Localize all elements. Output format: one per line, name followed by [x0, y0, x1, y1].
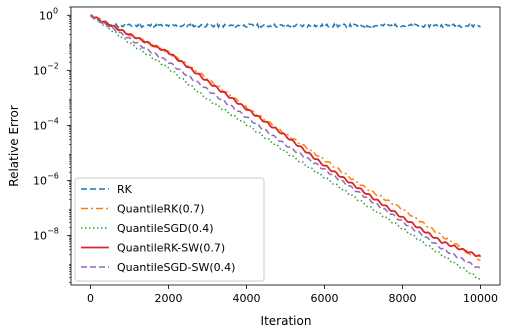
series-line-rk — [90, 14, 481, 29]
axes-frame — [70, 6, 501, 286]
series-line-quantilesgd-0-4- — [90, 14, 481, 281]
series-line-quantilesgd-sw-0-4- — [89, 14, 482, 270]
y-tick-label: 10 — [39, 9, 53, 22]
x-tick-label: 10000 — [463, 292, 498, 305]
y-axis-label: Relative Error — [7, 105, 21, 187]
y-tick-exponent: −6 — [47, 171, 59, 180]
legend-label: QuantileRK(0.7) — [117, 203, 204, 216]
series-layer — [89, 13, 482, 281]
legend-label: RK — [117, 183, 133, 196]
y-tick-label: 10 — [33, 119, 47, 132]
legend: RK QuantileRK(0.7) QuantileSGD(0.4) Quantil… — [74, 177, 265, 282]
legend-box — [74, 177, 265, 282]
y-tick-exponent: −8 — [47, 227, 59, 236]
y-tick-label: 10 — [33, 174, 47, 187]
series-line-quantilerk-sw-0-7- — [89, 14, 482, 258]
legend-label: QuantileRK-SW(0.7) — [117, 242, 225, 255]
x-axis-label: Iteration — [261, 314, 312, 328]
legend-label: QuantileSGD(0.4) — [117, 222, 214, 235]
x-tick-label: 6000 — [311, 292, 339, 305]
x-tick-label: 4000 — [233, 292, 261, 305]
y-tick-label: 10 — [33, 64, 47, 77]
y-tick-exponent: −4 — [47, 116, 59, 125]
y-tick-exponent: −2 — [47, 61, 59, 70]
legend-label: QuantileSGD-SW(0.4) — [117, 261, 235, 274]
y-tick-label: 10 — [33, 230, 47, 243]
x-axis-ticks: 0 2000 4000 6000 8000 10000 — [87, 285, 498, 305]
y-tick-exponent: 0 — [53, 6, 58, 15]
x-tick-label: 2000 — [155, 292, 183, 305]
x-tick-label: 8000 — [389, 292, 417, 305]
x-tick-label: 0 — [87, 292, 94, 305]
series-line-quantilerk-0-7- — [90, 13, 481, 261]
